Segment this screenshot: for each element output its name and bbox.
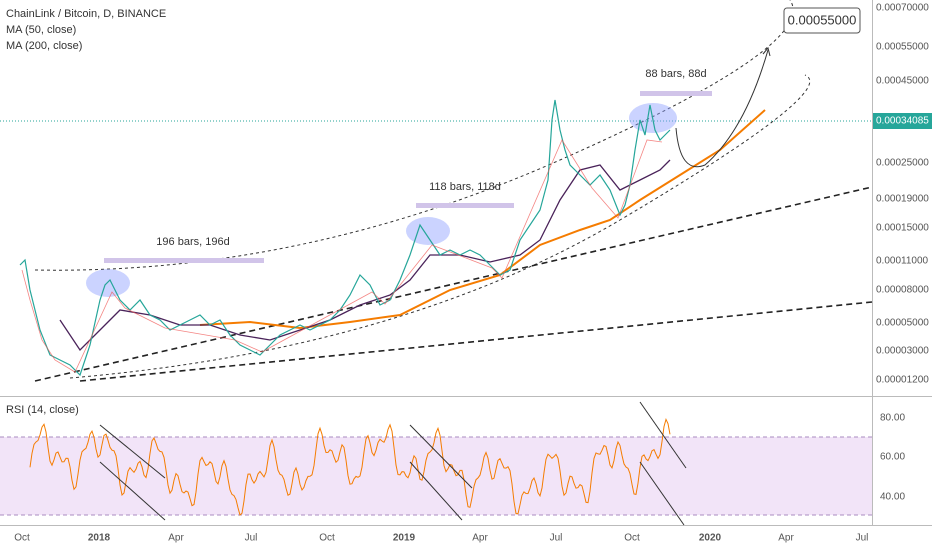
time-tick-label: Apr: [168, 533, 184, 544]
projection-arrow: [675, 49, 769, 168]
rsi-band: [0, 437, 872, 515]
price-tick-label: 0.00003000: [876, 346, 929, 357]
rsi-tick-label: 40.00: [880, 492, 905, 503]
price-tick-label: 0.00019000: [876, 194, 929, 205]
time-tick-label: 2019: [393, 533, 416, 544]
rsi-trend: [409, 424, 473, 489]
last-price-label: 0.00034085: [876, 116, 929, 127]
price-tick-label: 0.00045000: [876, 76, 929, 87]
time-tick-label: 2018: [88, 533, 111, 544]
price-tick-label: 0.00008000: [876, 285, 929, 296]
range-bar: [416, 203, 514, 208]
time-tick-label: Oct: [624, 533, 640, 544]
target-label: 0.00055000: [788, 12, 857, 27]
price-pane: [0, 0, 872, 396]
target-callout: [783, 7, 861, 34]
price-tick-label: 0.00001200: [876, 375, 929, 386]
rsi-trend: [639, 461, 685, 526]
annotation: 88 bars, 88d: [645, 68, 706, 80]
ma50-label: MA (50, close): [6, 24, 76, 36]
lower-curve: [69, 74, 811, 379]
price-tick-label: 0.00011000: [876, 256, 929, 267]
time-tick-label: Jul: [856, 533, 869, 544]
price-tick-label: 0.00070000: [876, 3, 929, 14]
rsi-trend: [99, 424, 166, 479]
price-tick-label: 0.00015000: [876, 223, 929, 234]
price-tick-label: 0.00055000: [876, 42, 929, 53]
trend-line: [34, 186, 873, 382]
price-tick-label: 0.00005000: [876, 318, 929, 329]
time-tick-label: Oct: [14, 533, 30, 544]
ma50-line: [59, 159, 671, 352]
highlight: [406, 217, 450, 245]
rsi-line: [29, 417, 671, 516]
upper-curve: [34, 0, 794, 271]
time-tick-label: Apr: [778, 533, 794, 544]
symbol-title: ChainLink / Bitcoin, D, BINANCE: [6, 8, 166, 20]
time-tick-label: Jul: [550, 533, 563, 544]
time-tick-label: 2020: [699, 533, 722, 544]
rsi-label: RSI (14, close): [6, 404, 79, 416]
rsi-trend: [639, 401, 687, 469]
time-tick-label: Oct: [319, 533, 335, 544]
rsi-tick-label: 60.00: [880, 452, 905, 463]
annotation: 196 bars, 196d: [156, 236, 229, 248]
range-bar: [104, 258, 264, 263]
price-tick-label: 0.00025000: [876, 158, 929, 169]
price-line: [21, 139, 663, 373]
range-bar: [640, 91, 712, 96]
rsi-trend: [99, 461, 166, 521]
price-line: [19, 99, 671, 377]
highlight: [86, 269, 130, 297]
annotation: 118 bars, 118d: [429, 181, 501, 193]
time-tick-label: Jul: [245, 533, 258, 544]
arrow-head: [762, 46, 771, 57]
trend-line: [79, 301, 873, 382]
ma200-label: MA (200, close): [6, 40, 82, 52]
axes: 0.00070000 0.00055000 0.00045000 0.00025000…: [14, 3, 929, 544]
time-tick-label: Apr: [472, 533, 488, 544]
last-price-tag: [873, 113, 932, 129]
rsi-tick-label: 80.00: [880, 413, 905, 424]
rsi-trend: [409, 461, 463, 521]
